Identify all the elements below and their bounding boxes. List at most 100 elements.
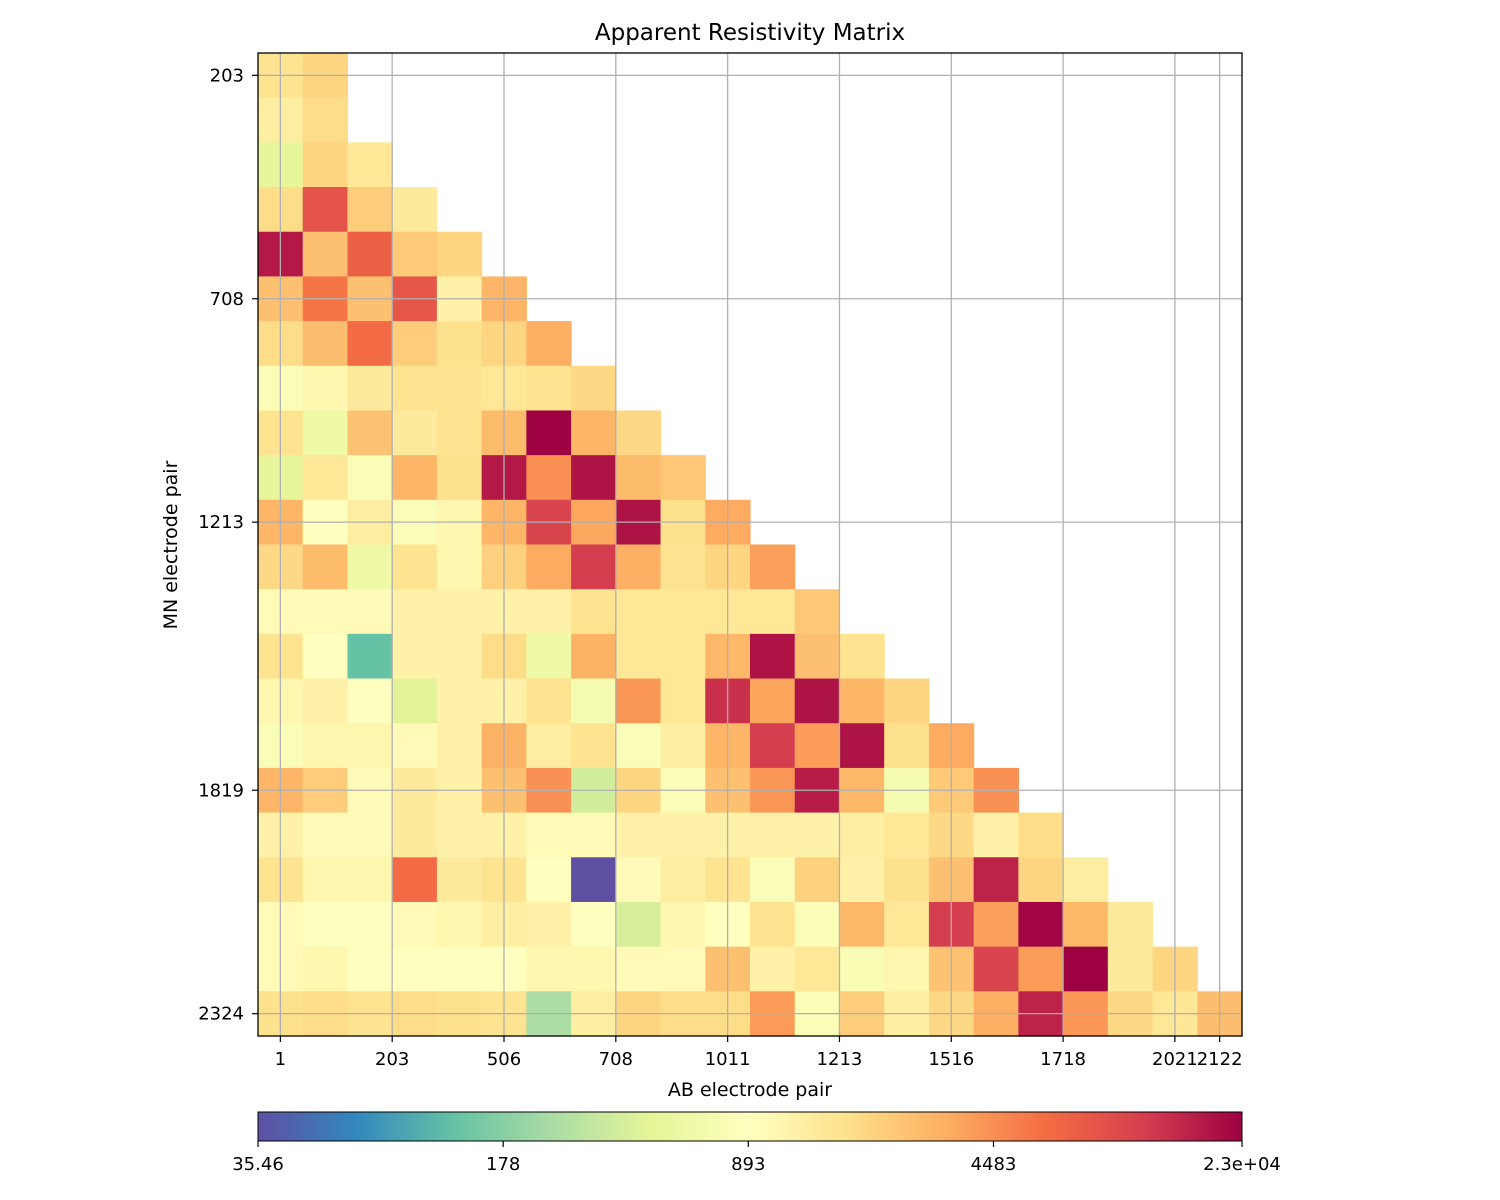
heatmap-cell [750,857,796,903]
chart-title: Apparent Resistivity Matrix [595,20,905,46]
colorbar-tick-label: 4483 [971,1154,1017,1175]
heatmap-cell [794,723,841,769]
heatmap-cell [615,857,662,903]
heatmap-cell [839,901,885,948]
heatmap-cell [571,946,617,992]
heatmap-cell [302,544,349,590]
heatmap-cell [392,231,438,278]
heatmap-cell [794,589,841,635]
heatmap-cell [302,97,349,143]
heatmap-cell [302,455,349,501]
heatmap-cell [526,589,572,635]
heatmap-cell [571,857,617,903]
heatmap-cell [839,812,885,858]
y-axis-ticks: 203 708 1213 1819 2324 [198,65,258,1025]
y-tick-label: 1213 [198,512,244,533]
heatmap-cell [1063,946,1109,992]
heatmap-cell [660,678,706,724]
heatmap-cell [392,321,438,367]
heatmap-cell [973,812,1019,858]
heatmap-cell [526,812,572,858]
heatmap-cell [436,410,483,456]
heatmap-cell [660,455,706,501]
colorbar-tick-label: 35.46 [232,1154,284,1175]
y-tick-label: 2324 [198,1004,244,1025]
heatmap-cell [436,901,483,948]
heatmap-cell [615,544,662,590]
heatmap-cell [392,678,438,724]
heatmap-cell [302,231,349,278]
heatmap-cell [750,723,796,769]
heatmap-cell [750,678,796,724]
heatmap-cell [436,544,483,590]
heatmap-cell [615,901,662,948]
heatmap-cell [302,589,349,635]
heatmap-cell [392,812,438,858]
heatmap-cell [392,365,438,412]
heatmap-cell [347,231,393,278]
heatmap-cell [884,946,930,992]
heatmap-cell [750,812,796,858]
y-tick-label: 708 [210,289,244,310]
heatmap-cell [347,142,393,188]
heatmap-cell [436,365,483,412]
heatmap-cell [571,678,617,724]
colorbar-tick-label: 2.3e+04 [1203,1154,1281,1175]
heatmap-cell [436,723,483,769]
plot-frame [257,52,1243,1037]
heatmap-cell [347,187,393,233]
heatmap-cell [436,633,483,680]
heatmap-cell [615,589,662,635]
heatmap-cells [258,53,1243,1037]
heatmap-cell [750,946,796,992]
heatmap-cell [794,633,841,680]
heatmap-cell [839,633,885,680]
heatmap-cell [392,901,438,948]
heatmap-cell [615,946,662,992]
heatmap-cell [302,901,349,948]
heatmap-cell [571,365,617,412]
heatmap-cell [302,365,349,412]
heatmap-cell [1107,946,1154,992]
x-tick-label: 1011 [705,1049,751,1070]
heatmap-cell [392,633,438,680]
heatmap-cell [526,365,572,412]
heatmap-cell [615,410,662,456]
y-tick-label: 1819 [198,780,244,801]
heatmap-cell [392,410,438,456]
colorbar-tick-label: 178 [486,1154,520,1175]
heatmap-cell [884,901,930,948]
heatmap-cell [436,678,483,724]
heatmap-cell [660,857,706,903]
heatmap-cell [302,857,349,903]
heatmap-cell [794,678,841,724]
heatmap-cell [571,544,617,590]
heatmap-cell [526,946,572,992]
heatmap-cell [660,946,706,992]
heatmap-cell [571,633,617,680]
heatmap-cell [660,633,706,680]
y-tick-label: 203 [210,65,244,86]
heatmap-cell [615,812,662,858]
heatmap-cell [347,946,393,992]
heatmap-cell [436,812,483,858]
heatmap-cell [750,589,796,635]
x-tick-label: 506 [487,1049,521,1070]
heatmap-cell [660,901,706,948]
heatmap-cell [392,544,438,590]
heatmap-cell [526,544,572,590]
heatmap-cell [615,633,662,680]
colorbar-tick-label: 893 [731,1154,765,1175]
heatmap-cell [302,678,349,724]
heatmap-cell [302,187,349,233]
x-tick-label: 1516 [928,1049,974,1070]
heatmap-cell [392,187,438,233]
colorbar [257,1111,1243,1142]
x-tick-label: 2122 [1197,1049,1243,1070]
heatmap-cell [660,589,706,635]
heatmap-cell [571,410,617,456]
heatmap-cell [884,678,930,724]
heatmap-cell [615,455,662,501]
heatmap-cell [347,678,393,724]
